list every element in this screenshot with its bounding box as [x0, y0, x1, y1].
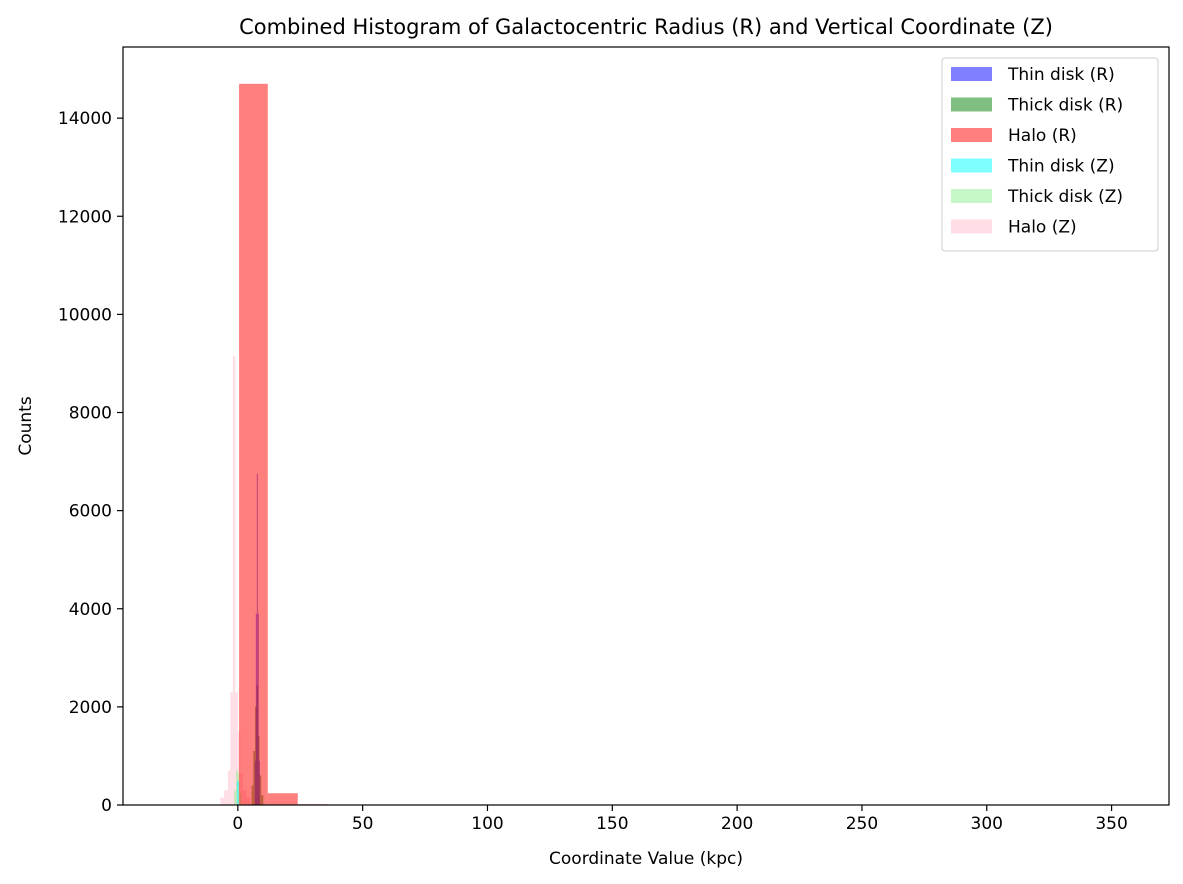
legend-label: Thick disk (Z) [1007, 187, 1123, 207]
x-tick-label: 350 [1095, 814, 1127, 834]
x-axis-ticks: 0 50 100 150 200 250 300 350 [232, 805, 1128, 834]
legend-swatch [951, 97, 992, 112]
bar-halo-z-4 [232, 356, 236, 805]
x-tick-label: 300 [971, 814, 1003, 834]
legend-label: Thick disk (R) [1007, 96, 1123, 116]
legend-label: Halo (Z) [1008, 218, 1077, 238]
y-tick-label: 12000 [58, 207, 112, 227]
y-tick-label: 4000 [69, 600, 112, 620]
y-tick-label: 0 [101, 796, 112, 816]
bar-thin-disk-z-0 [236, 780, 238, 805]
legend-label: Thin disk (Z) [1007, 157, 1115, 177]
y-axis-ticks: 0 2000 4000 6000 8000 10000 12000 14000 [58, 109, 123, 816]
bar-halo-z-2 [227, 770, 231, 805]
legend-swatch [951, 128, 992, 142]
bar-thin-disk-z-1 [237, 781, 239, 805]
chart-title: Combined Histogram of Galactocentric Rad… [239, 15, 1053, 39]
bar-halo-r-0 [239, 83, 268, 806]
bar-halo-z-5 [235, 692, 238, 805]
y-tick-label: 10000 [58, 305, 112, 325]
bar-thick-disk-z-0 [234, 790, 236, 805]
y-tick-label: 8000 [69, 404, 112, 424]
bar-halo-z-0 [220, 797, 225, 805]
legend-swatch [951, 189, 992, 203]
x-tick-label: 50 [352, 814, 374, 834]
legend-label: Thin disk (R) [1007, 65, 1115, 85]
y-tick-label: 2000 [69, 698, 112, 718]
y-axis-label: Counts [16, 396, 36, 455]
bar-halo-z-3 [230, 692, 233, 805]
x-tick-label: 200 [721, 814, 753, 834]
legend-swatch [951, 219, 992, 234]
plot-frame [122, 46, 1170, 806]
x-axis-label: Coordinate Value (kpc) [549, 849, 743, 869]
legend-swatch [951, 158, 992, 173]
legend-label: Halo (R) [1008, 126, 1077, 146]
y-tick-label: 14000 [58, 109, 112, 129]
legend: Thin disk (R) Thick disk (R) Halo (R) Thin … [941, 57, 1159, 252]
x-tick-label: 250 [846, 814, 878, 834]
x-tick-label: 100 [471, 814, 503, 834]
histogram-bars [220, 83, 358, 806]
y-tick-label: 6000 [69, 502, 112, 522]
x-tick-label: 150 [596, 814, 628, 834]
legend-frame [941, 57, 1159, 252]
bar-halo-z-1 [224, 790, 228, 805]
legend-swatch [951, 67, 992, 81]
bar-halo-r-1 [267, 793, 298, 805]
x-tick-label: 0 [232, 814, 243, 834]
